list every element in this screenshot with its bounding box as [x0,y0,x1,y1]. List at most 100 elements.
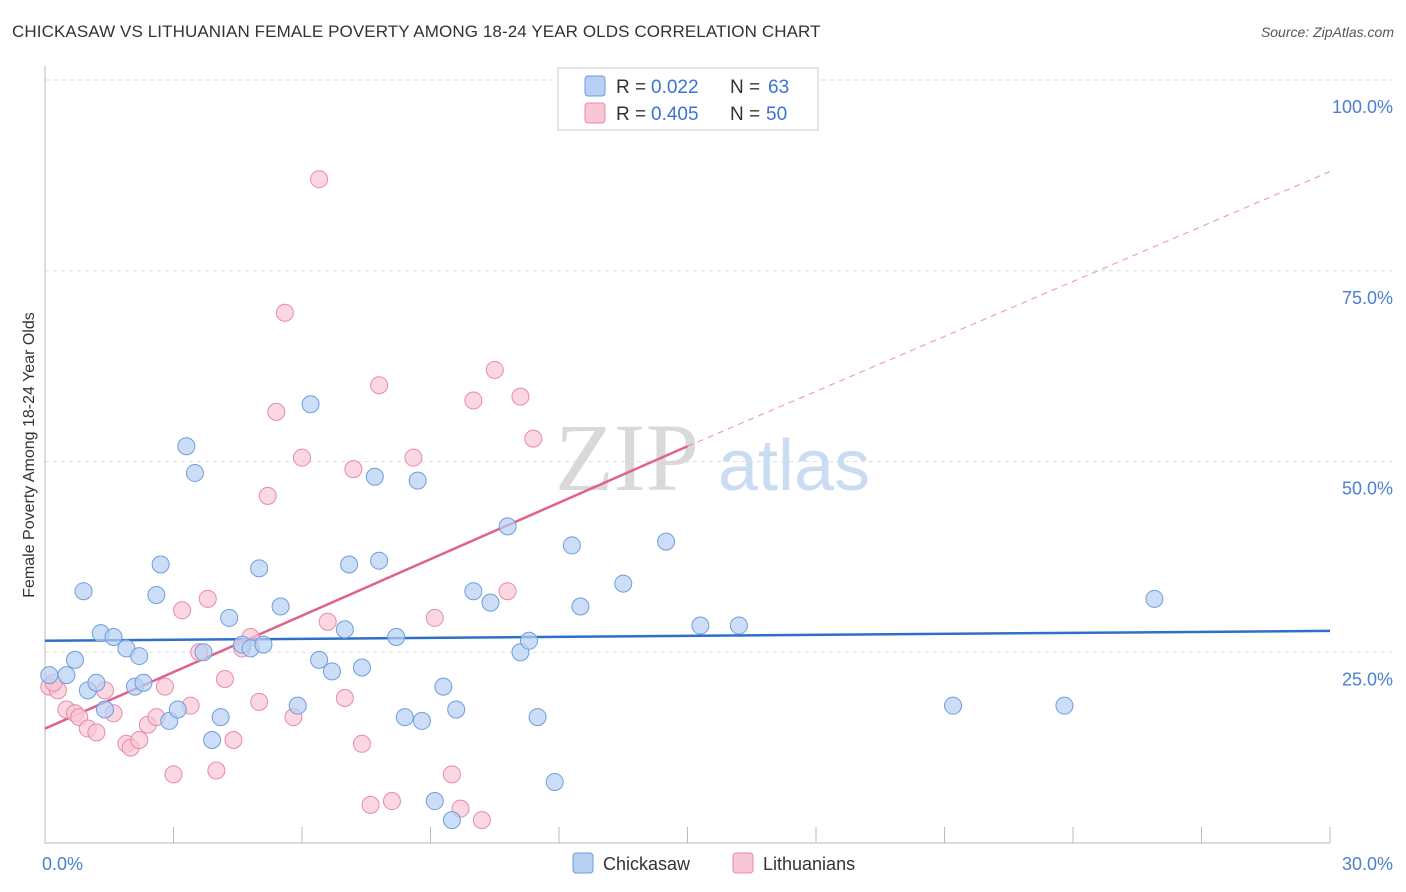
bottom-legend-chickasaw: Chickasaw [603,854,691,874]
watermark-atlas: atlas [718,426,870,506]
legend-swatch-lithuanians [584,102,606,124]
data-point-chickasaw [134,673,153,692]
data-point-chickasaw [220,608,239,627]
y-tick-label: 75.0% [1342,288,1393,308]
y-tick-label: 25.0% [1342,669,1393,689]
x-tick-labels: 0.0% 30.0% [42,854,1393,874]
data-point-chickasaw [387,627,406,646]
data-point-chickasaw [57,666,76,685]
legend-r-label-lithuanians: R = [616,104,646,125]
data-point-lithuanians [293,448,311,467]
data-point-lithuanians [335,689,354,708]
data-point-lithuanians [310,170,329,189]
data-point-lithuanians [511,387,530,406]
data-point-chickasaw [185,463,204,482]
legend-n-value-lithuanians: 50 [766,104,787,125]
data-point-chickasaw [340,555,359,574]
bottom-legend-lithuanians: Lithuanians [763,854,855,874]
data-point-chickasaw [322,662,341,681]
data-point-lithuanians [207,761,226,780]
data-point-chickasaw [412,711,431,730]
data-point-lithuanians [352,734,371,753]
data-point-chickasaw [310,650,329,669]
data-point-lithuanians [425,608,444,627]
data-point-chickasaw [434,677,453,696]
bottom-legend-swatch-lithuanians [732,852,754,874]
data-point-lithuanians [472,811,491,830]
data-point-chickasaw [104,627,123,646]
data-point-chickasaw [194,643,213,662]
data-point-chickasaw [498,517,517,536]
data-point-chickasaw [944,696,963,715]
data-point-chickasaw [425,792,444,811]
data-point-chickasaw [614,574,633,593]
data-point-chickasaw [271,597,290,616]
data-point-lithuanians [404,448,423,467]
legend-box: R = 0.022 N = 63 R = 0.405 N = 50 [557,67,819,131]
data-point-chickasaw [288,696,307,715]
data-point-chickasaw [657,532,676,551]
data-point-chickasaw [481,593,500,612]
data-point-lithuanians [498,582,517,601]
data-point-chickasaw [1145,589,1164,608]
data-point-lithuanians [250,692,269,711]
data-point-lithuanians [87,723,106,742]
legend-r-value-chickasaw: 0.022 [651,77,699,98]
data-point-lithuanians [258,486,277,505]
watermark: ZIP atlas [555,404,870,511]
data-point-chickasaw [168,700,187,719]
data-point-lithuanians [198,589,217,608]
legend-n-label-chickasaw: N = [730,77,760,98]
data-point-chickasaw [95,700,114,719]
data-point-chickasaw [528,708,547,727]
data-point-chickasaw [335,620,354,639]
data-point-chickasaw [177,437,196,456]
chart-title: CHICKASAW VS LITHUANIAN FEMALE POVERTY A… [12,22,821,41]
chart-source: Source: ZipAtlas.com [1260,24,1394,40]
data-point-chickasaw [147,586,166,605]
data-point-chickasaw [395,708,414,727]
data-point-chickasaw [74,582,93,601]
bottom-legend: Chickasaw Lithuanians [572,852,855,874]
data-point-chickasaw [87,673,106,692]
y-tick-label: 100.0% [1332,97,1393,117]
data-point-lithuanians [370,376,389,395]
data-point-chickasaw [365,467,384,486]
data-point-chickasaw [729,616,748,635]
x-tick-label: 0.0% [42,854,83,874]
trend-line-lithuanians-extension [687,171,1331,447]
data-point-lithuanians [267,402,286,421]
data-point-lithuanians [173,601,192,620]
data-point-lithuanians [224,730,243,749]
data-point-lithuanians [130,730,149,749]
data-point-chickasaw [447,700,466,719]
x-tick-label: 30.0% [1342,854,1393,874]
legend-r-label-chickasaw: R = [616,77,646,98]
series-chickasaw [40,395,1164,830]
data-point-chickasaw [370,551,389,570]
data-point-lithuanians [344,460,363,479]
legend-r-value-lithuanians: 0.405 [651,104,699,125]
series-lithuanians [40,170,543,830]
data-point-chickasaw [562,536,581,555]
legend-swatch-chickasaw [584,75,606,97]
data-point-chickasaw [691,616,710,635]
data-point-chickasaw [203,730,222,749]
data-point-chickasaw [250,559,269,578]
y-axis-label: Female Poverty Among 18-24 Year Olds [21,312,38,598]
data-point-chickasaw [442,811,461,830]
data-point-chickasaw [151,555,170,574]
y-tick-labels: 25.0% 50.0% 75.0% 100.0% [1332,97,1393,689]
data-point-lithuanians [524,429,543,448]
data-point-chickasaw [352,658,371,677]
data-point-chickasaw [211,708,230,727]
data-point-chickasaw [40,666,59,685]
data-point-chickasaw [464,582,483,601]
data-point-lithuanians [215,669,234,688]
data-point-lithuanians [442,765,461,784]
data-point-lithuanians [155,677,174,696]
data-point-chickasaw [1055,696,1074,715]
legend-n-label-lithuanians: N = [730,104,760,125]
data-point-chickasaw [520,631,539,650]
